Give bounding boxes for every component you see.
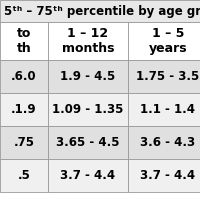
- Text: 1 – 5
years: 1 – 5 years: [149, 27, 187, 55]
- Bar: [128, 22, 200, 60]
- Bar: [48, 22, 128, 60]
- Bar: [128, 60, 200, 93]
- Bar: [48, 159, 128, 192]
- Text: 5ᵗʰ – 75ᵗʰ percentile by age grou: 5ᵗʰ – 75ᵗʰ percentile by age grou: [4, 4, 200, 18]
- Text: 3.6 - 4.3: 3.6 - 4.3: [140, 136, 196, 149]
- Bar: [128, 126, 200, 159]
- Text: 3.7 - 4.4: 3.7 - 4.4: [140, 169, 196, 182]
- Bar: [0, 93, 48, 126]
- Text: to
th: to th: [17, 27, 31, 55]
- Bar: [48, 93, 128, 126]
- Text: 1.75 - 3.5: 1.75 - 3.5: [136, 70, 200, 83]
- Bar: [128, 93, 200, 126]
- Bar: [0, 60, 48, 93]
- Bar: [0, 159, 48, 192]
- Text: 1.9 - 4.5: 1.9 - 4.5: [60, 70, 116, 83]
- Bar: [48, 126, 128, 159]
- Bar: [0, 126, 48, 159]
- Text: .6.0: .6.0: [11, 70, 37, 83]
- Text: 1 – 12
months: 1 – 12 months: [62, 27, 114, 55]
- Bar: [0, 22, 48, 60]
- Bar: [128, 159, 200, 192]
- Text: 1.1 - 1.4: 1.1 - 1.4: [140, 103, 196, 116]
- Text: .75: .75: [14, 136, 35, 149]
- Bar: [0, 0, 200, 22]
- Text: 3.65 - 4.5: 3.65 - 4.5: [56, 136, 120, 149]
- Bar: [48, 60, 128, 93]
- Text: 1.09 - 1.35: 1.09 - 1.35: [52, 103, 124, 116]
- Text: .5: .5: [18, 169, 30, 182]
- Text: 3.7 - 4.4: 3.7 - 4.4: [60, 169, 116, 182]
- Text: .1.9: .1.9: [11, 103, 37, 116]
